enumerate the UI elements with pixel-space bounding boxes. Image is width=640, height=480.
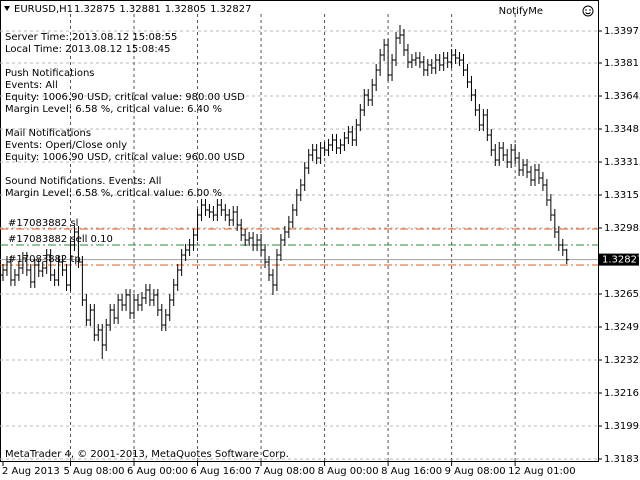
y-tick-label: 1.32985 (604, 223, 640, 234)
info-line: Events: All (5, 80, 58, 91)
price-label-bg (599, 253, 639, 266)
header-high: 1.32881 (119, 4, 160, 15)
x-tick-label: 7 Aug 08:00 (254, 466, 315, 477)
info-line: Equity: 1006.90 USD, critical value: 960… (5, 152, 245, 163)
order-label: #17083882 tp (8, 254, 81, 265)
x-tick-label: 12 Aug 01:00 (508, 466, 575, 477)
x-tick-label: 6 Aug 00:00 (127, 466, 188, 477)
collapse-arrow[interactable] (4, 6, 10, 11)
header-low: 1.32805 (165, 4, 206, 15)
y-tick-label: 1.3397 (604, 26, 639, 37)
y-tick-label: 1.3348 (604, 124, 639, 135)
indicator-name: NotifyMe (499, 6, 543, 17)
y-tick-label: 1.3249 (604, 322, 639, 333)
price-label: 1.32827 (602, 255, 640, 266)
info-line: Events: Open/Close only (5, 140, 127, 151)
info-line: Sound Notifications. Events: All (5, 176, 161, 187)
order-label: #17083882 sell 0.10 (8, 234, 113, 245)
info-line: Local Time: 2013.08.12 15:08:45 (5, 44, 170, 55)
smiley (582, 5, 594, 17)
info-line: Margin Level: 6.58 %, critical value: 6.… (5, 104, 222, 115)
y-tick-label: 1.3216 (604, 388, 639, 399)
y-tick-label: 1.3315 (604, 190, 639, 201)
x-tick-label: 9 Aug 08:00 (445, 466, 506, 477)
header-close: 1.32827 (210, 4, 251, 15)
y-tick-label: 1.3381 (604, 58, 639, 69)
x-tick-label: 8 Aug 16:00 (381, 466, 442, 477)
y-tick-label: 1.33315 (604, 157, 640, 168)
y-tick-label: 1.32325 (604, 355, 640, 366)
info-line: Server Time: 2013.08.12 15:08:55 (5, 32, 177, 43)
copyright: MetaTrader 4, © 2001-2013, MetaQuotes So… (5, 449, 289, 460)
info-line: Mail Notifications (5, 128, 91, 139)
y-tick-label: 1.33645 (604, 91, 640, 102)
header-ohlc: 1.32875 1.32881 1.32805 1.32827 (74, 4, 251, 15)
y-tick-label: 1.3183 (604, 454, 639, 465)
x-tick-label: 2 Aug 2013 (2, 466, 60, 477)
header-open: 1.32875 (74, 4, 115, 15)
x-tick-label: 8 Aug 00:00 (318, 466, 379, 477)
plot-frame (0, 0, 599, 462)
x-tick-label: 5 Aug 08:00 (63, 466, 124, 477)
y-tick-label: 1.31995 (604, 421, 640, 432)
order-label: #17083882 sl (8, 218, 78, 229)
symbol: EURUSD,H1 (14, 4, 73, 15)
info-line: Equity: 1006.90 USD, critical value: 980… (5, 92, 245, 103)
info-line: Margin Level: 6.58 %, critical value: 6.… (5, 188, 222, 199)
y-tick-label: 1.32655 (604, 289, 640, 300)
x-tick-label: 6 Aug 16:00 (191, 466, 252, 477)
info-line: Push Notifications (5, 68, 95, 79)
